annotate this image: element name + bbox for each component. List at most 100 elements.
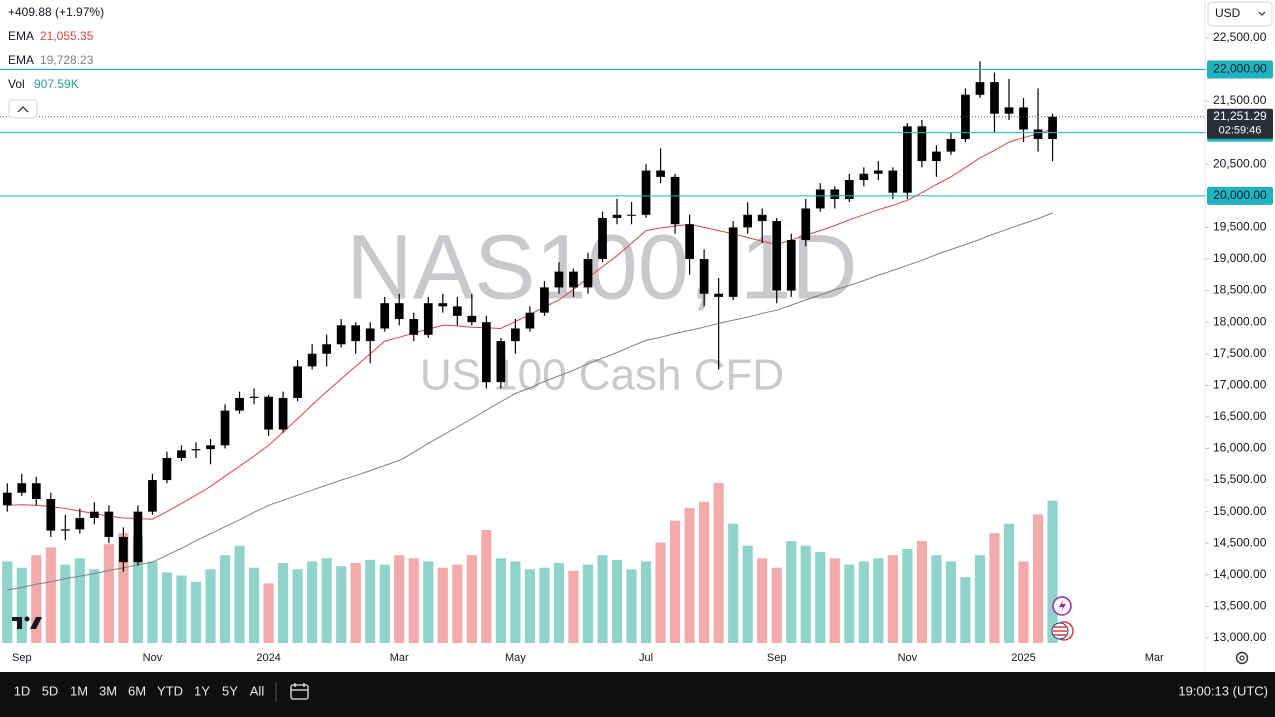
candle-body xyxy=(917,126,927,162)
y-tick-label: 21,500.00 xyxy=(1213,93,1267,107)
volume-bar xyxy=(278,563,289,643)
countdown: 02:59:46 xyxy=(1219,125,1262,137)
candle-body xyxy=(162,457,172,481)
volume-bar xyxy=(60,564,71,643)
range-button[interactable]: 5D xyxy=(42,683,59,698)
candle-body xyxy=(191,449,201,451)
currency-select[interactable]: USD xyxy=(1207,1,1273,27)
volume-bar xyxy=(699,501,710,643)
candle-body xyxy=(46,499,56,531)
volume-bar xyxy=(234,545,245,643)
y-tick-label: 18,500.00 xyxy=(1213,283,1267,297)
volume-bar xyxy=(626,569,637,643)
candle-body xyxy=(2,492,12,506)
clock: 19:00:13 (UTC) xyxy=(1178,683,1268,698)
volume-bar xyxy=(263,583,274,643)
volume-bar xyxy=(713,483,724,643)
candle-body xyxy=(815,189,825,209)
volume-bar xyxy=(176,575,187,643)
price-label: 21,251.29 xyxy=(1213,109,1267,123)
x-tick-label: Nov xyxy=(143,652,163,664)
candle-body xyxy=(264,396,273,430)
volume-bar xyxy=(829,558,840,643)
y-tick-label: 16,500.00 xyxy=(1213,409,1267,423)
range-button[interactable]: 1D xyxy=(14,683,31,698)
candle-body xyxy=(540,287,549,313)
level-label: 20,000.00 xyxy=(1213,188,1267,202)
volume-bar xyxy=(495,558,506,643)
legend-name: EMA xyxy=(8,53,34,67)
ema-line xyxy=(7,212,1053,591)
toolbar-buttons: 1D 5D 1M 3M 6M YTD 1Y 5Y All xyxy=(14,683,265,698)
candle-body xyxy=(990,82,999,114)
candle-body xyxy=(351,325,361,342)
candle-body xyxy=(336,325,346,345)
volume-bar xyxy=(611,559,623,643)
legend-value: 21,055.35 xyxy=(40,29,94,43)
legend-name: EMA xyxy=(8,29,34,43)
range-button[interactable]: 6M xyxy=(128,683,146,698)
range-button[interactable]: YTD xyxy=(157,683,183,698)
candle-body xyxy=(423,303,433,335)
volume-bar xyxy=(31,555,42,643)
candle-body xyxy=(641,170,651,215)
candle-body xyxy=(569,271,578,288)
candle-body xyxy=(17,483,27,493)
volume-bar xyxy=(408,558,419,643)
volume-bar xyxy=(524,569,535,643)
candle-body xyxy=(220,410,230,446)
volume-bar xyxy=(974,555,986,643)
candle-body xyxy=(612,214,622,218)
y-tick-label: 15,500.00 xyxy=(1213,472,1267,486)
candle-body xyxy=(554,271,564,288)
price-box xyxy=(1207,108,1273,139)
legend-value: 19,728.23 xyxy=(40,53,94,67)
volume-bar xyxy=(786,541,797,643)
candle-body xyxy=(1004,107,1014,114)
candle-body xyxy=(670,176,680,225)
candle-body xyxy=(235,397,244,411)
logo xyxy=(12,616,42,629)
volume-bar xyxy=(553,563,565,643)
volume-bar xyxy=(742,545,753,643)
range-button[interactable]: 3M xyxy=(99,683,117,698)
candle-body xyxy=(786,240,796,291)
candle-body xyxy=(728,227,738,297)
collapse-button[interactable] xyxy=(8,99,38,119)
settings-icon[interactable] xyxy=(1235,651,1249,665)
volume-bar xyxy=(437,567,448,643)
volume-bar xyxy=(321,558,332,643)
volume-bar xyxy=(16,567,27,643)
volume-bar xyxy=(336,566,347,643)
candle-body xyxy=(583,258,593,288)
volume-bar xyxy=(582,564,594,643)
candle-body xyxy=(772,221,782,291)
y-tick-label: 17,000.00 xyxy=(1213,377,1267,391)
volume-bar xyxy=(597,555,608,643)
candle-body xyxy=(525,312,535,329)
volume-bar xyxy=(350,563,361,643)
candle-body xyxy=(365,328,375,342)
x-tick-label: 2025 xyxy=(1011,652,1035,664)
volume-bar xyxy=(292,569,303,643)
range-button[interactable]: All xyxy=(250,683,265,698)
y-tick-label: 14,000.00 xyxy=(1213,567,1267,581)
volume-bar xyxy=(771,567,782,643)
date-range-button[interactable] xyxy=(290,683,309,700)
volume-bar xyxy=(757,558,768,643)
candle-body xyxy=(409,318,419,335)
range-button[interactable]: 5Y xyxy=(222,683,238,698)
volume-bar xyxy=(103,544,114,643)
candle-body xyxy=(844,180,854,199)
range-button[interactable]: 1M xyxy=(70,683,88,698)
volume-bar xyxy=(989,533,1000,643)
volume-bar xyxy=(248,567,260,643)
volume-bar xyxy=(844,564,855,643)
change-label: +409.88 (+1.97%) xyxy=(8,5,104,19)
range-button[interactable]: 1Y xyxy=(194,683,210,698)
volume-bar xyxy=(902,548,913,643)
volume-bar xyxy=(394,555,405,643)
volume-bar xyxy=(205,569,216,643)
